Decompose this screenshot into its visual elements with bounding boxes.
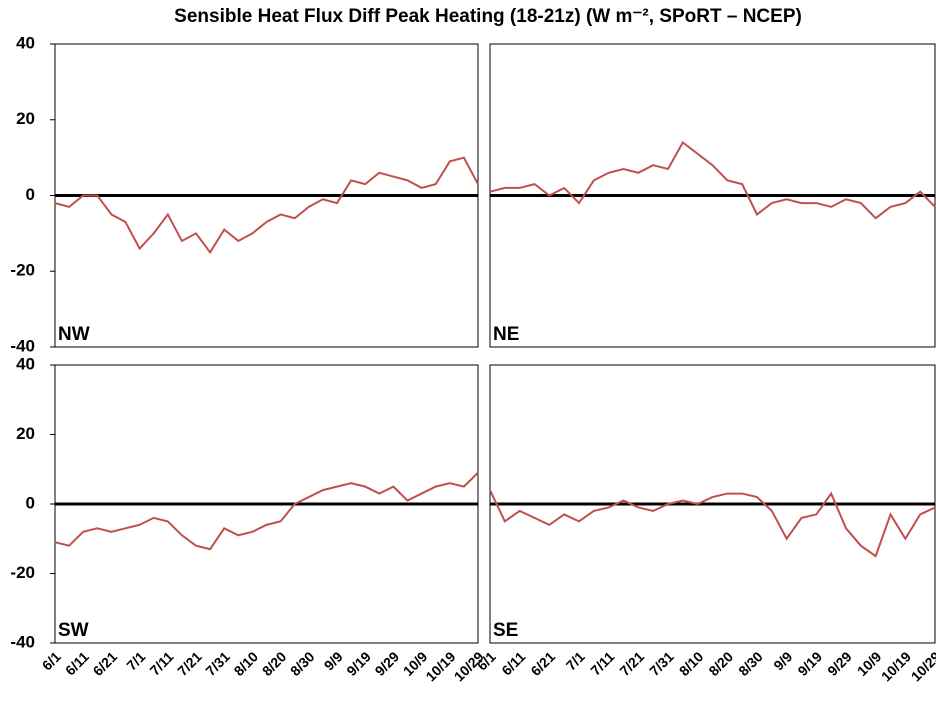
x-tick-label: 9/19 [343,648,374,679]
y-tick-label: -20 [10,563,35,582]
x-tick-label: 8/20 [259,648,290,679]
data-line [489,140,936,220]
y-tick-label: 40 [16,354,35,373]
x-tick-label: 9/9 [770,648,795,673]
x-tick-label: 7/21 [616,648,647,679]
chart-title: Sensible Heat Flux Diff Peak Heating (18… [174,6,802,27]
x-tick-label: 8/10 [231,648,262,679]
x-tick-label: 7/21 [174,648,205,679]
x-tick-label: 8/10 [676,648,707,679]
x-tick-label: 9/29 [372,648,403,679]
panel-label: SE [493,620,518,641]
x-tick-label: 9/19 [794,648,825,679]
x-tick-label: 7/31 [202,648,233,679]
x-tick-label: 8/30 [735,648,766,679]
data-line [54,156,479,255]
data-line [54,472,479,551]
x-tick-label: 6/1 [39,648,64,673]
panel-label: NE [493,324,519,345]
y-tick-label: 20 [16,424,35,443]
x-tick-label: 6/11 [62,648,92,678]
x-tick-label: 8/30 [287,648,318,679]
y-tick-label: 20 [16,109,35,128]
x-tick-label: 8/20 [705,648,736,679]
x-tick-label: 9/29 [824,648,855,679]
y-tick-label: -20 [10,261,35,280]
x-tick-label: 6/11 [498,648,528,678]
x-tick-label: 7/11 [587,648,617,678]
panel-label: NW [58,324,90,345]
y-tick-label: 0 [26,185,35,204]
x-tick-label: 6/21 [90,648,121,679]
y-tick-label: -40 [10,632,35,651]
x-tick-label: 10/29 [908,648,936,684]
y-tick-label: -40 [10,336,35,355]
x-tick-label: 9/9 [321,648,346,673]
x-tick-label: 7/1 [123,648,148,673]
y-tick-label: 0 [26,493,35,512]
data-line [489,489,936,558]
x-tick-label: 7/11 [146,648,176,678]
x-tick-label: 10/19 [422,648,458,684]
x-tick-label: 6/21 [527,648,558,679]
y-tick-label: 40 [16,33,35,52]
x-tick-label: 7/31 [646,648,677,679]
x-tick-label: 10/19 [878,648,914,684]
panel-label: SW [58,620,89,641]
x-tick-label: 7/1 [563,648,588,673]
